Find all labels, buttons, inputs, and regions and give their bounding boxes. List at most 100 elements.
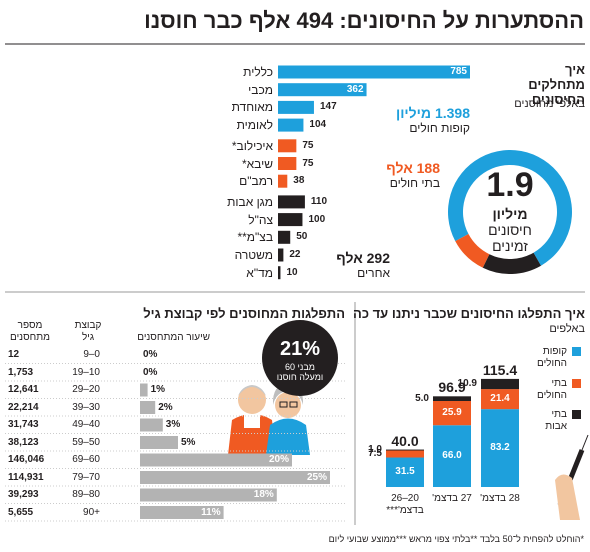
value-label: 38 (293, 175, 305, 187)
bar (140, 488, 277, 502)
group-name: קופות חולים (409, 121, 470, 135)
category-label: מגן אבות (227, 194, 273, 209)
bar (140, 383, 148, 397)
count-label: 114,931 (8, 471, 44, 483)
value-label: 3% (165, 419, 181, 430)
bar-segment (433, 396, 471, 401)
value-label: 362 (346, 83, 364, 95)
group-name: אחרים (357, 266, 390, 280)
bar (140, 436, 178, 449)
count-label: 22,214 (8, 401, 39, 413)
category-label: מאוחדת (231, 100, 273, 115)
count-label: 38,123 (8, 436, 39, 448)
donut-segment (455, 234, 490, 268)
category-label: 59–50 (72, 436, 100, 448)
bar-segment (386, 450, 424, 458)
bar-segment (481, 378, 519, 390)
footnote: *הוחלט להפחית ל־50 בלבד **בלתי צפוי מראש… (328, 534, 584, 544)
bar (278, 174, 288, 188)
title: ההסתערות על החיסונים: 494 אלף כבר חוסנו (144, 8, 584, 33)
value-label: 0% (143, 349, 158, 360)
count-label: 12 (8, 349, 20, 360)
category-label: 90+ (83, 506, 100, 518)
bar (278, 230, 291, 244)
column-header: שיעור המתחסנים (137, 332, 210, 343)
bar (278, 213, 303, 227)
legend-swatch (572, 379, 581, 388)
headline-badge (262, 320, 338, 396)
value-label: 100 (308, 213, 326, 225)
count-label: 146,046 (8, 454, 45, 465)
category-label: 20–26 בדצמ'*** (386, 493, 424, 516)
bar (140, 506, 224, 519)
total-label: 115.4 (482, 361, 518, 378)
segment-label: 31.5 (395, 466, 415, 478)
value-label: 110 (310, 195, 328, 207)
value-label: 785 (450, 66, 467, 77)
column-header: קבוצת גיל (74, 320, 102, 343)
category-label: 79–70 (72, 471, 100, 483)
category-label: משטרה (234, 248, 273, 262)
segment-label: 66.0 (442, 450, 462, 462)
category-label: מכבי (248, 82, 273, 97)
bar-segment (481, 389, 519, 410)
segment-label: 1.0 (368, 444, 382, 456)
category-label: שיבא* (241, 156, 273, 171)
category-label: כללית (243, 65, 273, 79)
legend-label: קופות החולים (537, 346, 567, 369)
segment-label: 10.9 (457, 378, 477, 389)
category-label: רמב"ם (239, 174, 273, 189)
count-label: 31,743 (8, 419, 39, 430)
category-label: 28 בדצמ' (480, 493, 520, 504)
category-label: איכילוב* (231, 138, 273, 153)
category-label: 9–0 (83, 349, 100, 360)
value-label: 75 (302, 157, 314, 169)
donut-total-unit: מיליון (492, 206, 528, 222)
headline-text: מבני 60 ומעלה חוסנו (276, 362, 324, 382)
count-label: 12,641 (8, 384, 39, 395)
chart-title: איך מתחלקים החיסונים (528, 62, 585, 107)
legend-label: בתי אבות (545, 409, 567, 432)
headline: 21% (279, 337, 321, 360)
segment-label: 25.9 (442, 407, 462, 419)
value-label: 20% (268, 454, 289, 465)
legend-swatch (572, 410, 581, 419)
bar (278, 266, 281, 280)
total-label: 40.0 (391, 432, 419, 449)
bar (278, 65, 470, 79)
category-label: צה"ל (248, 212, 273, 227)
value-label: 104 (309, 119, 327, 131)
donut-center-label: חיסונים זמינים (488, 222, 532, 254)
bar (278, 118, 304, 132)
chart-title: איך התפלגו החיסונים שכבר ניתנו עד כה (353, 305, 585, 321)
bar-segment (386, 449, 424, 451)
category-label: בצ"מ** (237, 230, 273, 245)
donut-segment (482, 252, 541, 274)
value-label: 75 (302, 139, 314, 151)
value-label: 18% (253, 489, 274, 500)
value-label: 1% (150, 384, 166, 395)
group-total: 1.398 מיליון (395, 105, 470, 121)
category-label: מד"א (246, 265, 273, 280)
value-label: 25% (306, 471, 327, 483)
category-label: 89–80 (72, 489, 100, 500)
category-label: 39–30 (72, 401, 100, 413)
group-total: 188 אלף (386, 160, 440, 176)
bar-segment (386, 457, 424, 487)
value-label: 147 (319, 101, 337, 113)
legend-label: בתי החולים (537, 378, 567, 401)
bar-segment (433, 400, 471, 426)
group-name: בתי חולים (389, 176, 440, 190)
syringe-illustration (555, 434, 589, 520)
value-label: 2% (158, 401, 173, 413)
category-label: 27 בדצמ' (432, 493, 472, 504)
value-label: 0% (143, 366, 158, 378)
value-label: 50 (296, 231, 308, 243)
count-label: 39,293 (8, 489, 39, 500)
column-header: מספר מתחסנים (10, 320, 50, 343)
bar (278, 100, 314, 114)
category-label: 29–20 (72, 384, 100, 395)
value-label: 22 (289, 249, 301, 260)
value-label: 10 (286, 266, 298, 278)
